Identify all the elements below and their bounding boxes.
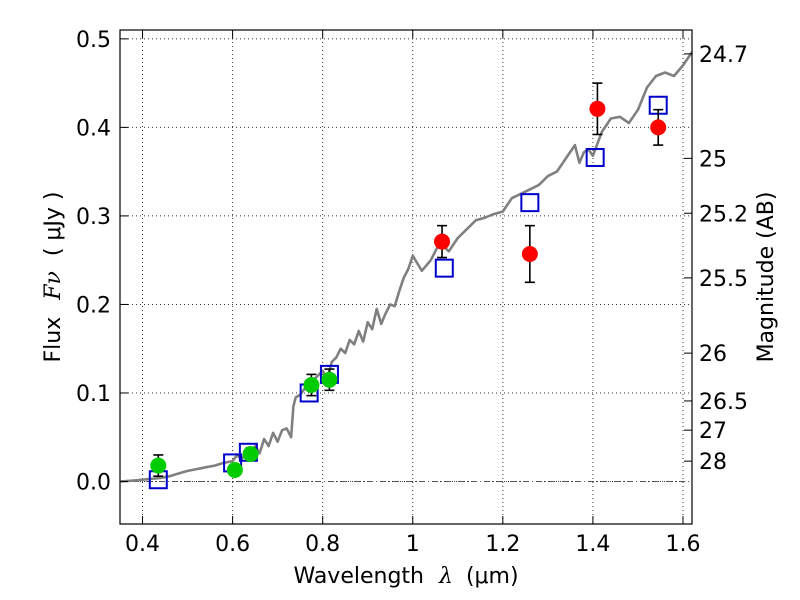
x-tick-label: 1 — [406, 532, 420, 557]
magnitude-tick-label: 28 — [699, 450, 727, 475]
model-photometry-square — [520, 193, 540, 213]
y-axis-ticks: 0.0 0.1 0.2 0.3 0.4 0.5 — [76, 28, 128, 496]
observed-ground-point — [321, 371, 338, 388]
observed-ground-point — [242, 446, 259, 463]
y-tick-label: 0.0 — [76, 471, 111, 496]
observed-infrared-point — [434, 233, 451, 250]
observed-ground-point — [303, 377, 320, 394]
y-tick-label: 0.5 — [76, 28, 111, 53]
model-sed-line — [119, 51, 694, 483]
y-tick-label: 0.2 — [76, 293, 111, 318]
right-magnitude-axis-ticks: 24.7 25 25.2 25.5 26 26.5 27 28 — [684, 43, 748, 475]
observed-ground-point — [226, 461, 243, 478]
observed-ground-point — [150, 457, 167, 474]
magnitude-tick-label: 25.2 — [699, 202, 748, 227]
model-photometry-square — [585, 147, 605, 167]
observed-infrared-point — [589, 100, 606, 117]
grid-lines — [120, 30, 692, 524]
plot-frame — [119, 29, 693, 525]
x-tick-label: 1.6 — [665, 532, 700, 557]
magnitude-tick-label: 27 — [699, 419, 727, 444]
magnitude-tick-label: 25.5 — [699, 267, 748, 292]
magnitude-tick-label: 24.7 — [699, 43, 748, 68]
plot-area — [119, 51, 694, 490]
y-tick-label: 0.1 — [76, 382, 111, 407]
x-axis-label: Wavelength λ (μm) — [293, 564, 518, 589]
model-photometry-square — [434, 258, 454, 278]
y-tick-label: 0.4 — [76, 116, 111, 141]
x-tick-label: 0.4 — [125, 532, 160, 557]
y-axis-label: Flux Fν ( μJy ) — [41, 191, 66, 362]
x-tick-label: 1.4 — [575, 532, 610, 557]
x-axis-ticks: 0.4 0.6 0.8 1 1.2 1.4 1.6 — [125, 30, 700, 557]
magnitude-tick-label: 26 — [699, 342, 727, 367]
observed-infrared-point — [521, 245, 538, 262]
right-axis-label: Magnitude (AB) — [754, 192, 779, 363]
x-tick-label: 1.2 — [485, 532, 520, 557]
observed-infrared-point — [650, 119, 667, 136]
y-tick-label: 0.3 — [76, 205, 111, 230]
x-tick-label: 0.8 — [305, 532, 340, 557]
x-tick-label: 0.6 — [215, 532, 250, 557]
magnitude-tick-label: 26.5 — [699, 390, 748, 415]
magnitude-tick-label: 25 — [699, 147, 727, 172]
